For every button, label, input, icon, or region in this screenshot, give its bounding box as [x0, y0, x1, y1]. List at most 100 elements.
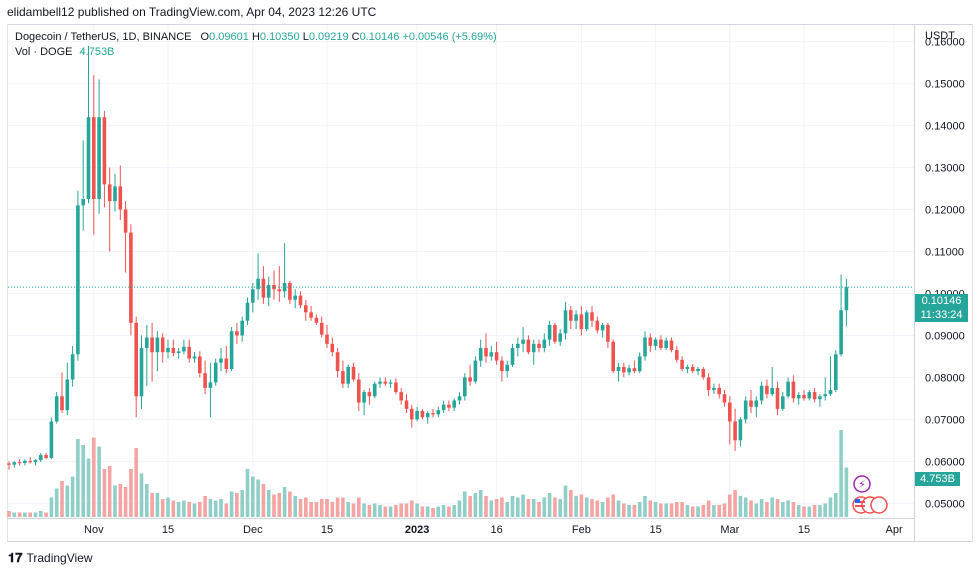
candle-body[interactable]: [256, 278, 260, 290]
candle-body[interactable]: [404, 400, 409, 409]
candle-body[interactable]: [266, 285, 271, 298]
candle-body[interactable]: [86, 117, 91, 200]
candle-body[interactable]: [12, 462, 17, 465]
candle-body[interactable]: [680, 359, 684, 370]
candle-body[interactable]: [288, 282, 292, 300]
candle-body[interactable]: [304, 305, 308, 313]
candle-body[interactable]: [473, 360, 478, 382]
candle-body[interactable]: [463, 377, 467, 397]
candle-body[interactable]: [743, 400, 748, 420]
lightning-event-icon[interactable]: [853, 475, 871, 493]
candle-body[interactable]: [553, 324, 557, 342]
candle-body[interactable]: [415, 410, 419, 420]
candle-body[interactable]: [309, 312, 313, 318]
candle-body[interactable]: [606, 324, 610, 342]
candle-body[interactable]: [277, 289, 282, 292]
candle-body[interactable]: [478, 348, 483, 361]
candle-body[interactable]: [563, 310, 568, 334]
candle-body[interactable]: [669, 340, 674, 351]
candle-body[interactable]: [738, 419, 743, 441]
candle-body[interactable]: [828, 389, 833, 395]
candle-body[interactable]: [70, 354, 75, 380]
candle-body[interactable]: [65, 379, 70, 411]
candle-body[interactable]: [388, 382, 393, 384]
candle-body[interactable]: [436, 410, 441, 415]
footer-branding[interactable]: 𝟏𝟕 TradingView: [8, 550, 93, 566]
candle-body[interactable]: [696, 369, 700, 372]
candle-body[interactable]: [325, 334, 329, 344]
candle-body[interactable]: [802, 395, 806, 399]
candle-body[interactable]: [176, 351, 181, 354]
candle-body[interactable]: [807, 392, 812, 399]
candle-body[interactable]: [728, 402, 732, 422]
candle-body[interactable]: [643, 337, 647, 357]
candle-body[interactable]: [383, 381, 388, 384]
candle-body[interactable]: [659, 339, 663, 349]
candle-body[interactable]: [118, 186, 123, 210]
candle-body[interactable]: [198, 356, 202, 374]
candle-body[interactable]: [410, 408, 414, 420]
candle-body[interactable]: [44, 455, 48, 458]
candle-body[interactable]: [457, 396, 462, 401]
candle-body[interactable]: [759, 385, 764, 401]
candle-body[interactable]: [712, 387, 716, 390]
candle-body[interactable]: [484, 348, 488, 357]
candle-body[interactable]: [192, 356, 197, 359]
candle-body[interactable]: [653, 339, 658, 346]
candle-body[interactable]: [722, 394, 727, 403]
candle-body[interactable]: [844, 287, 849, 311]
candle-body[interactable]: [293, 295, 297, 300]
candle-body[interactable]: [134, 322, 138, 397]
candle-body[interactable]: [129, 232, 133, 323]
candle-body[interactable]: [717, 387, 721, 395]
candle-body[interactable]: [420, 410, 425, 418]
candle-body[interactable]: [394, 382, 398, 393]
candle-body[interactable]: [314, 317, 319, 323]
candle-body[interactable]: [245, 302, 250, 321]
candle-body[interactable]: [627, 368, 631, 373]
candle-body[interactable]: [516, 343, 520, 349]
candle-body[interactable]: [611, 341, 615, 372]
candle-body[interactable]: [526, 339, 531, 353]
candle-body[interactable]: [812, 392, 817, 400]
candle-body[interactable]: [362, 392, 366, 403]
candle-body[interactable]: [675, 350, 679, 360]
candle-body[interactable]: [341, 371, 345, 384]
candle-body[interactable]: [425, 413, 430, 418]
candle-body[interactable]: [749, 400, 753, 407]
candle-body[interactable]: [770, 387, 774, 395]
candle-body[interactable]: [781, 396, 785, 409]
candle-body[interactable]: [765, 385, 769, 395]
candle-body[interactable]: [102, 117, 107, 185]
candle-body[interactable]: [145, 337, 149, 349]
candle-body[interactable]: [690, 366, 695, 372]
candle-body[interactable]: [76, 205, 80, 355]
candle-body[interactable]: [123, 209, 128, 233]
candle-body[interactable]: [510, 348, 515, 365]
candle-body[interactable]: [240, 320, 244, 336]
candle-body[interactable]: [500, 360, 504, 372]
candle-body[interactable]: [335, 352, 340, 372]
candle-body[interactable]: [113, 186, 117, 202]
candle-body[interactable]: [834, 354, 838, 390]
candle-body[interactable]: [531, 343, 536, 353]
candle-body[interactable]: [590, 312, 594, 321]
candle-body[interactable]: [622, 366, 626, 373]
candle-body[interactable]: [505, 364, 509, 372]
candle-body[interactable]: [28, 460, 32, 463]
candle-body[interactable]: [97, 117, 101, 200]
candle-body[interactable]: [150, 337, 154, 353]
candle-body[interactable]: [521, 339, 525, 344]
candle-body[interactable]: [49, 421, 54, 458]
candle-body[interactable]: [92, 117, 96, 200]
candle-body[interactable]: [298, 295, 303, 306]
candle-body[interactable]: [139, 348, 144, 397]
candle-body[interactable]: [33, 460, 38, 463]
candle-body[interactable]: [775, 387, 780, 409]
candle-body[interactable]: [584, 312, 589, 330]
candle-body[interactable]: [600, 324, 605, 331]
candle-body[interactable]: [537, 343, 541, 349]
candle-body[interactable]: [219, 358, 223, 363]
candle-body[interactable]: [648, 337, 653, 346]
candle-body[interactable]: [701, 369, 706, 378]
